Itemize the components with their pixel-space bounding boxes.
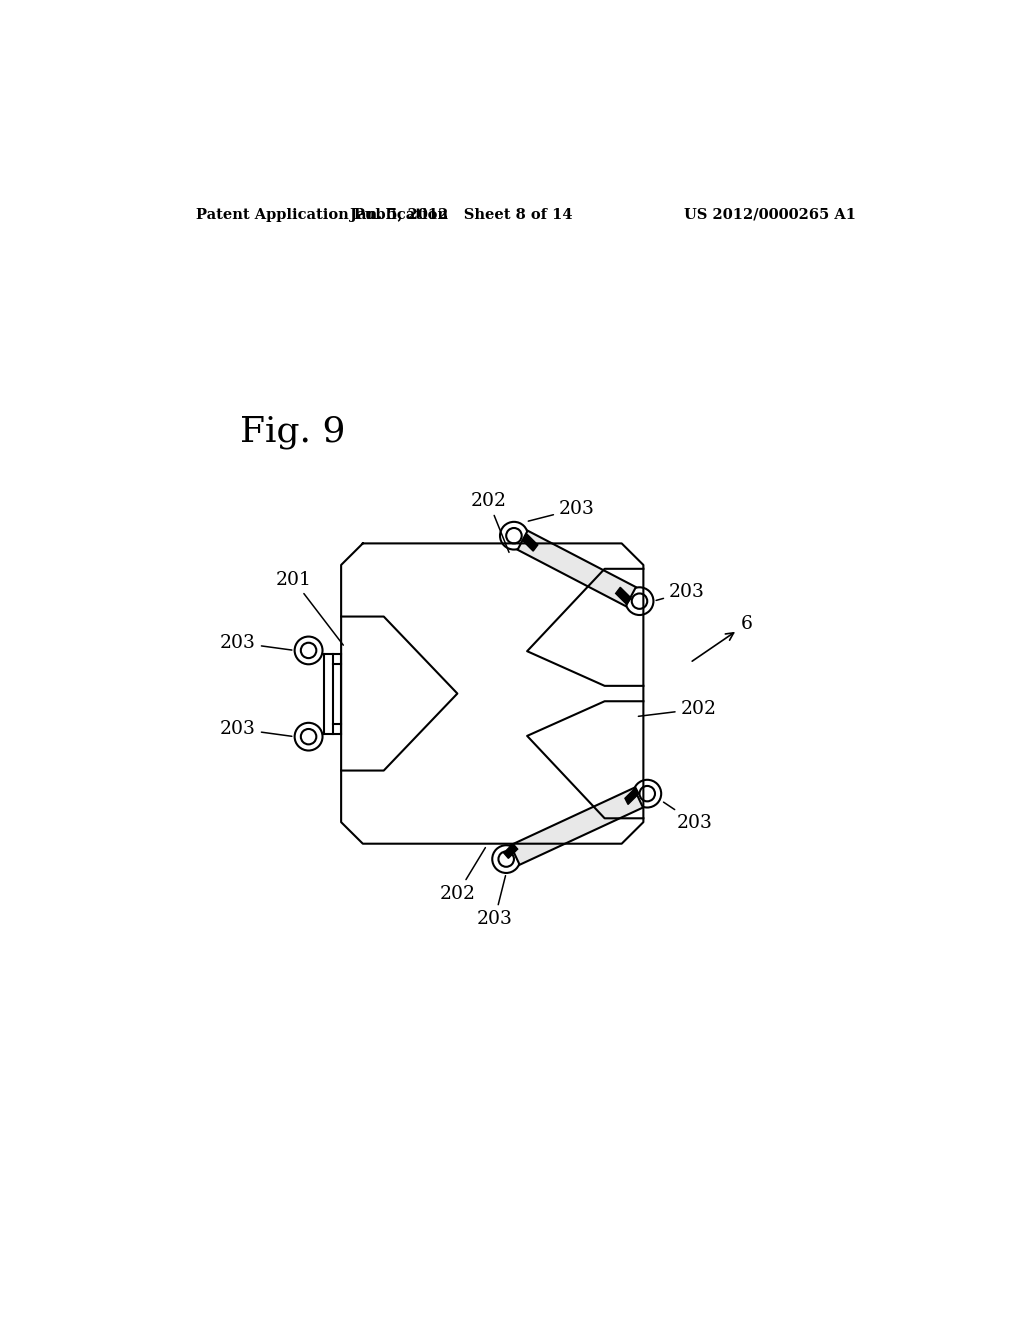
Text: 203: 203 bbox=[656, 583, 705, 601]
Polygon shape bbox=[517, 531, 636, 606]
Text: 203: 203 bbox=[664, 803, 713, 832]
Text: Fig. 9: Fig. 9 bbox=[241, 414, 346, 449]
Polygon shape bbox=[504, 843, 518, 858]
Text: 202: 202 bbox=[439, 847, 485, 903]
Text: US 2012/0000265 A1: US 2012/0000265 A1 bbox=[684, 207, 856, 222]
Text: 203: 203 bbox=[476, 875, 513, 928]
Text: 203: 203 bbox=[220, 719, 292, 738]
Text: 202: 202 bbox=[638, 700, 717, 718]
Text: Jan. 5, 2012   Sheet 8 of 14: Jan. 5, 2012 Sheet 8 of 14 bbox=[350, 207, 572, 222]
Text: 203: 203 bbox=[220, 634, 292, 652]
Polygon shape bbox=[615, 587, 631, 605]
Text: 203: 203 bbox=[528, 500, 595, 521]
Polygon shape bbox=[625, 788, 639, 804]
Polygon shape bbox=[510, 788, 643, 865]
Text: 6: 6 bbox=[692, 615, 752, 661]
Text: 201: 201 bbox=[275, 570, 343, 645]
Text: 202: 202 bbox=[470, 492, 509, 552]
Polygon shape bbox=[522, 535, 538, 552]
Text: Patent Application Publication: Patent Application Publication bbox=[197, 207, 449, 222]
